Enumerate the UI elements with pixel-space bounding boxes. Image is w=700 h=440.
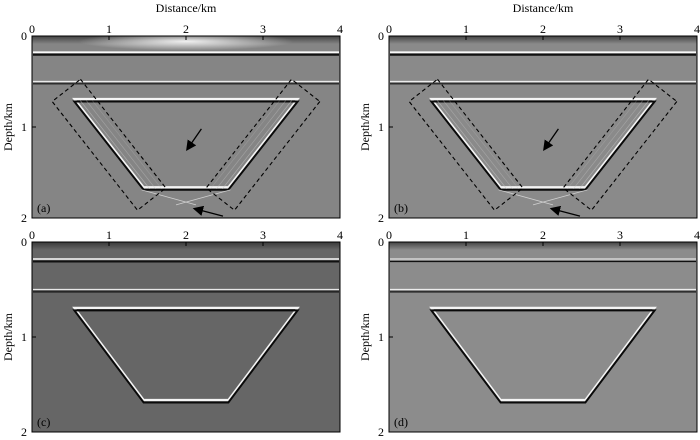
ghost-flank	[579, 100, 649, 190]
crossing-artifact	[175, 189, 231, 206]
y-tick-label: 0	[378, 29, 384, 43]
ghost-flank	[437, 100, 507, 190]
ghost-flank	[443, 100, 513, 190]
annotations	[408, 78, 678, 217]
y-ticks: 0 1 2	[21, 235, 36, 439]
panel-b: 0 1 2 3 4 0 1 2 (b)	[378, 22, 700, 225]
y-ticks: 0 1 2	[21, 29, 36, 225]
dashed-box	[51, 78, 167, 211]
x-tick-label: 0	[386, 22, 392, 36]
trapezoid-reflector-dark	[72, 100, 300, 191]
x-tick-label: 2	[183, 228, 189, 242]
x-tick-label: 0	[386, 228, 392, 242]
ghost-flank	[216, 100, 286, 190]
y-ticks: 0 1 2	[378, 29, 393, 225]
dashed-box	[408, 78, 524, 211]
panel-c: 0 1 2 3 4 0 1 2 (c)	[21, 228, 343, 439]
y-tick-label: 1	[21, 120, 27, 134]
x-tick-label: 2	[540, 22, 546, 36]
panel-d: 0 1 2 3 4 0 1 2 (d)	[378, 228, 700, 439]
x-tick-label: 3	[617, 22, 623, 36]
near-surface-artifact	[78, 32, 294, 51]
y-axis-title: Depth/km	[1, 102, 15, 151]
ghost-flank	[86, 100, 156, 190]
y-ticks: 0 1 2	[378, 235, 393, 439]
trapezoid-reflector-dark	[429, 309, 657, 404]
arrow	[192, 205, 224, 217]
y-axis-title: Depth/km	[358, 102, 372, 151]
panel-label: (d)	[394, 415, 408, 429]
ghost-flank	[449, 100, 519, 190]
x-tick-label: 4	[337, 228, 343, 242]
ghost-flank	[567, 100, 637, 190]
y-tick-label: 0	[378, 235, 384, 249]
x-tick-label: 3	[260, 228, 266, 242]
ghost-flank	[92, 100, 162, 190]
x-tick-label: 4	[337, 22, 343, 36]
ghost-flank	[573, 100, 643, 190]
y-tick-label: 0	[21, 29, 27, 43]
x-ticks: 0 1 2 3 4	[29, 228, 343, 246]
trapezoid-reflector-bright	[72, 97, 300, 189]
panel-label: (c)	[37, 415, 50, 429]
x-ticks: 0 1 2 3 4	[386, 22, 700, 40]
arrow	[186, 128, 202, 151]
y-tick-label: 2	[378, 211, 384, 225]
dashed-box	[562, 78, 678, 211]
x-tick-label: 0	[29, 22, 35, 36]
trapezoid-reflector-bright	[72, 306, 300, 402]
x-axis-title: Distance/km	[513, 1, 574, 15]
arrow	[549, 205, 581, 217]
y-tick-label: 1	[378, 330, 384, 344]
x-tick-label: 2	[540, 228, 546, 242]
x-tick-label: 3	[260, 22, 266, 36]
panel-label: (a)	[37, 201, 50, 215]
x-ticks: 0 1 2 3 4	[29, 22, 343, 40]
x-tick-label: 4	[694, 228, 700, 242]
ghost-flank	[80, 100, 150, 190]
x-tick-label: 1	[106, 22, 112, 36]
x-tick-label: 1	[463, 22, 469, 36]
x-tick-label: 1	[463, 228, 469, 242]
x-tick-label: 1	[106, 228, 112, 242]
y-tick-label: 2	[21, 211, 27, 225]
crossing-artifact	[498, 189, 554, 206]
x-ticks: 0 1 2 3 4	[386, 228, 700, 246]
y-tick-label: 0	[21, 235, 27, 249]
y-tick-label: 2	[21, 425, 27, 439]
y-axis-title: Depth/km	[1, 312, 15, 361]
trapezoid-reflector-dark	[72, 309, 300, 404]
x-tick-label: 4	[694, 22, 700, 36]
y-axis-title: Depth/km	[358, 312, 372, 361]
x-tick-label: 2	[183, 22, 189, 36]
trapezoid-reflector-bright	[429, 97, 657, 189]
ghost-flank	[210, 100, 280, 190]
panel-label: (b)	[394, 201, 408, 215]
y-tick-label: 2	[378, 425, 384, 439]
y-tick-label: 1	[21, 330, 27, 344]
arrow	[543, 128, 559, 151]
crossing-artifact	[141, 189, 197, 206]
x-axis-title: Distance/km	[156, 1, 217, 15]
trapezoid-reflector-dark	[429, 100, 657, 191]
trapezoid-reflector-bright	[429, 306, 657, 402]
ghost-flank	[222, 100, 292, 190]
annotations	[51, 78, 321, 217]
x-tick-label: 3	[617, 228, 623, 242]
crossing-artifact	[532, 189, 588, 206]
dashed-box	[205, 78, 321, 211]
panel-a: 0 1 2 3 4 0 1 2 (a)	[21, 22, 343, 225]
x-tick-label: 0	[29, 228, 35, 242]
y-tick-label: 1	[378, 120, 384, 134]
